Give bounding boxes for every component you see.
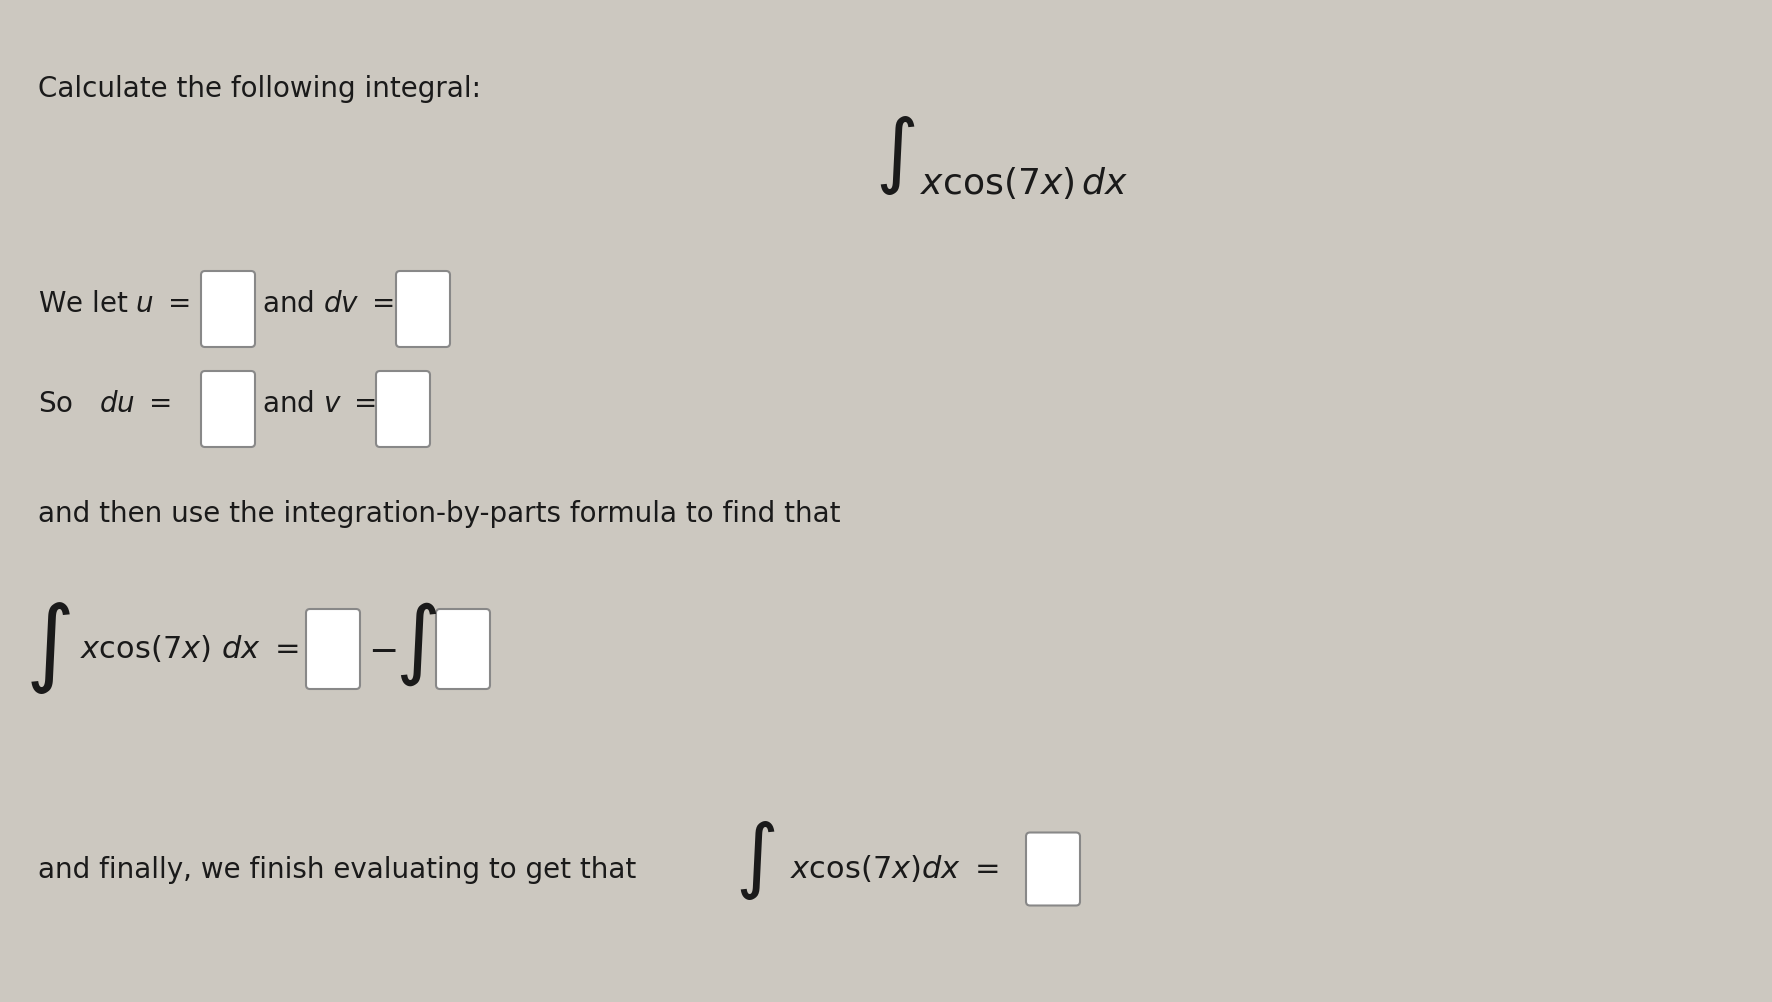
- Text: $x \cos(7x)\, dx$: $x \cos(7x)\, dx$: [920, 165, 1129, 200]
- FancyBboxPatch shape: [307, 609, 360, 689]
- Text: and $v$ $=$: and $v$ $=$: [262, 390, 376, 418]
- FancyBboxPatch shape: [395, 272, 450, 348]
- Text: and finally, we finish evaluating to get that: and finally, we finish evaluating to get…: [37, 855, 636, 883]
- Text: and $dv$ $=$: and $dv$ $=$: [262, 290, 393, 318]
- Text: $x\cos(7x)dx\ =$: $x\cos(7x)dx\ =$: [790, 854, 999, 885]
- Text: $\int$: $\int$: [875, 115, 916, 196]
- Text: $-$: $-$: [369, 632, 397, 666]
- Text: $\int$: $\int$: [735, 820, 776, 901]
- FancyBboxPatch shape: [376, 372, 431, 448]
- Text: So   $du$ $=$: So $du$ $=$: [37, 390, 170, 418]
- FancyBboxPatch shape: [200, 272, 255, 348]
- FancyBboxPatch shape: [1026, 833, 1079, 906]
- Text: $x\cos(7x)\ dx\ =$: $x\cos(7x)\ dx\ =$: [80, 634, 299, 665]
- Text: $\int$: $\int$: [25, 599, 71, 695]
- FancyBboxPatch shape: [200, 372, 255, 448]
- Text: We let $u$ $=$: We let $u$ $=$: [37, 290, 190, 318]
- Text: $\int$: $\int$: [395, 599, 438, 687]
- FancyBboxPatch shape: [436, 609, 491, 689]
- Text: and then use the integration-by-parts formula to find that: and then use the integration-by-parts fo…: [37, 500, 840, 527]
- Text: Calculate the following integral:: Calculate the following integral:: [37, 75, 480, 103]
